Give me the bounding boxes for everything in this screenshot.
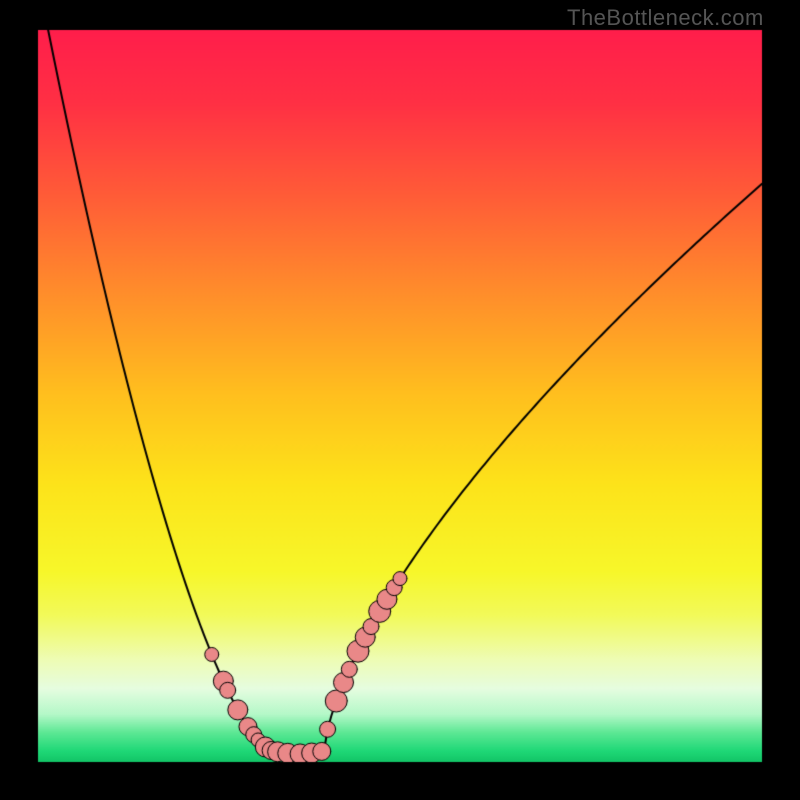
watermark-text: TheBottleneck.com (567, 5, 764, 31)
bottleneck-chart (0, 0, 800, 800)
